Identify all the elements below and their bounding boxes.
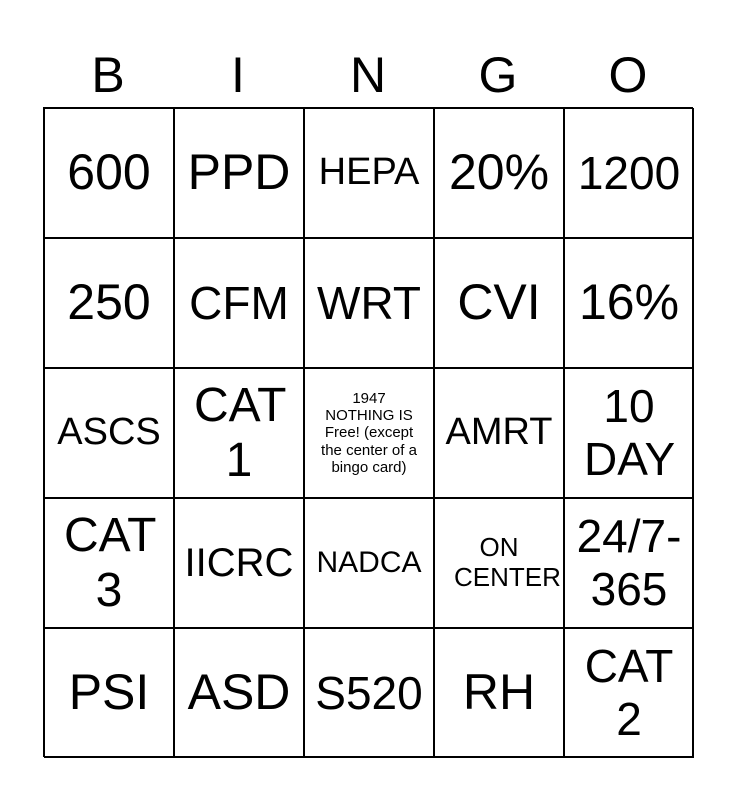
bingo-cell[interactable]: PPD [174, 108, 304, 238]
cell-text: CFM [189, 276, 289, 329]
header-letter-i: I [231, 47, 245, 103]
cell-text: 16% [578, 274, 680, 331]
cell-text: WRT [317, 276, 421, 329]
cell-text: 20% [448, 144, 550, 201]
cell-text: 1947 NOTHING IS Free! (except the center… [321, 389, 417, 476]
cell-text: RH [462, 664, 536, 721]
header-letter-b: B [91, 47, 125, 103]
bingo-cell[interactable]: ON CENTER [434, 498, 564, 628]
cell-text: AMRT [445, 411, 553, 454]
bingo-cell[interactable]: S520 [304, 628, 434, 758]
cell-text: PSI [68, 664, 150, 721]
bingo-cell[interactable]: 20% [434, 108, 564, 238]
cell-text: 10 DAY [584, 380, 676, 485]
bingo-cell[interactable]: 10 DAY [564, 368, 694, 498]
cell-text: ON CENTER [454, 532, 561, 592]
bingo-cell[interactable]: RH [434, 628, 564, 758]
bingo-cell[interactable]: HEPA [304, 108, 434, 238]
header-letter-o: O [608, 47, 648, 103]
bingo-cell[interactable]: IICRC [174, 498, 304, 628]
cell-text: 600 [67, 144, 151, 201]
cell-text: CAT 2 [584, 640, 674, 745]
bingo-cell[interactable]: NADCA [304, 498, 434, 628]
bingo-cell[interactable]: PSI [44, 628, 174, 758]
header-letter-g: G [478, 47, 518, 103]
bingo-cell[interactable]: AMRT [434, 368, 564, 498]
cell-text: 1200 [577, 146, 681, 199]
bingo-cell[interactable]: 600 [44, 108, 174, 238]
bingo-cell[interactable]: 250 [44, 238, 174, 368]
bingo-cell[interactable]: CVI [434, 238, 564, 368]
header-letter-n: N [349, 47, 387, 103]
bingo-cell[interactable]: CAT 1 [174, 368, 304, 498]
cell-text: ASCS [57, 411, 161, 454]
bingo-header: B I N G O [43, 45, 693, 105]
bingo-cell[interactable]: 16% [564, 238, 694, 368]
cell-text: 24/7-365 [576, 510, 682, 615]
bingo-cell[interactable]: ASCS [44, 368, 174, 498]
bingo-grid: 600 PPD HEPA 20% 1200 250 CFM WRT CVI 16% ASCS CAT … [43, 107, 694, 758]
cell-text: CAT 3 [64, 508, 157, 617]
cell-text: 250 [67, 274, 151, 331]
bingo-cell[interactable]: CFM [174, 238, 304, 368]
bingo-cell[interactable]: WRT [304, 238, 434, 368]
cell-text: S520 [315, 666, 423, 719]
cell-text: CAT 1 [194, 378, 287, 487]
cell-text: CVI [457, 274, 541, 331]
bingo-cell[interactable]: 1200 [564, 108, 694, 238]
cell-text: NADCA [316, 545, 422, 579]
cell-text: PPD [187, 144, 291, 201]
cell-text: HEPA [318, 151, 420, 194]
bingo-cell[interactable]: 24/7-365 [564, 498, 694, 628]
cell-text: IICRC [184, 541, 294, 585]
free-space-cell[interactable]: 1947 NOTHING IS Free! (except the center… [304, 368, 434, 498]
bingo-cell[interactable]: ASD [174, 628, 304, 758]
bingo-cell[interactable]: CAT 2 [564, 628, 694, 758]
bingo-cell[interactable]: CAT 3 [44, 498, 174, 628]
cell-text: ASD [187, 664, 291, 721]
